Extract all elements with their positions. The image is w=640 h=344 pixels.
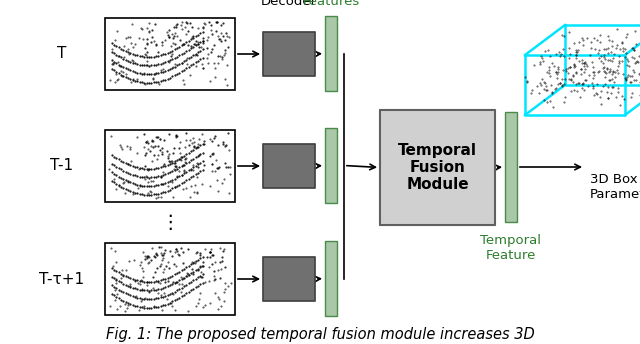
Text: T-1: T-1 [51, 159, 74, 173]
FancyBboxPatch shape [263, 32, 315, 76]
Text: Point
Decoder: Point Decoder [261, 0, 317, 8]
Text: Object
Features: Object Features [302, 0, 360, 8]
Text: Fig. 1: The proposed temporal fusion module increases 3D: Fig. 1: The proposed temporal fusion mod… [106, 327, 534, 343]
FancyBboxPatch shape [263, 257, 315, 301]
FancyBboxPatch shape [105, 243, 235, 315]
FancyBboxPatch shape [263, 144, 315, 188]
FancyBboxPatch shape [380, 110, 495, 225]
FancyBboxPatch shape [505, 112, 517, 222]
FancyBboxPatch shape [325, 16, 337, 91]
Text: Temporal
Feature: Temporal Feature [481, 234, 541, 262]
FancyBboxPatch shape [325, 128, 337, 203]
Text: 3D Box
Parameters: 3D Box Parameters [590, 173, 640, 201]
Text: ⋮: ⋮ [160, 213, 180, 232]
Text: Temporal
Fusion
Module: Temporal Fusion Module [398, 143, 477, 192]
FancyBboxPatch shape [325, 241, 337, 316]
FancyBboxPatch shape [105, 18, 235, 90]
Text: T-τ+1: T-τ+1 [40, 271, 84, 287]
FancyBboxPatch shape [105, 130, 235, 202]
Text: T: T [58, 46, 67, 62]
